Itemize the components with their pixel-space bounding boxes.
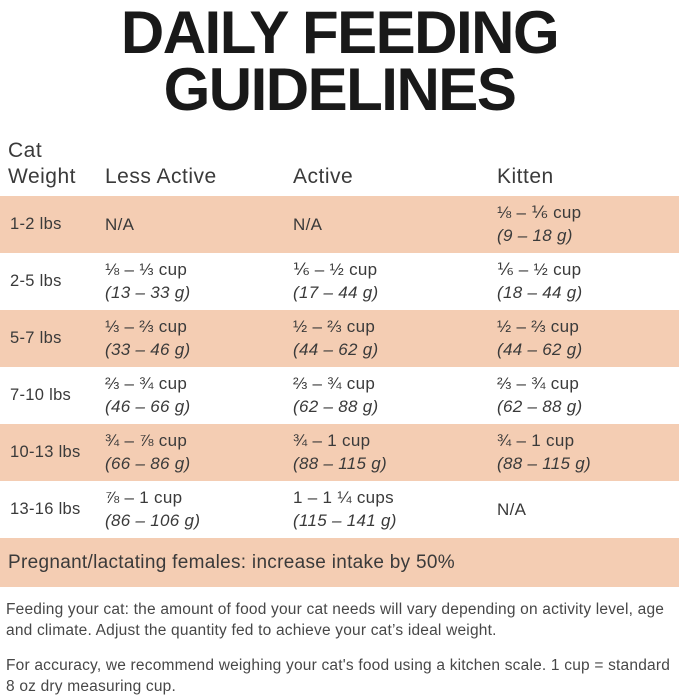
table-row: 1-2 lbs N/A N/A ⅛ – ⅙ cup (9 – 18 g)	[0, 196, 679, 253]
active-cell: ¾ – 1 cup (88 – 115 g)	[285, 424, 489, 481]
column-header-kitten: Kitten	[497, 165, 554, 188]
amount-text: ⅓ – ⅔ cup	[105, 317, 188, 336]
grams-text: (44 – 62 g)	[293, 340, 379, 359]
amount-text: ⅞ – 1 cup	[105, 488, 183, 507]
column-header-less-active: Less Active	[105, 165, 217, 188]
kitten-cell: ⅙ – ½ cup (18 – 44 g)	[489, 253, 679, 310]
kitten-cell: ⅔ – ¾ cup (62 – 88 g)	[489, 367, 679, 424]
kitten-cell: N/A	[489, 481, 679, 538]
page-title-line1: DAILY FEEDING	[120, 0, 560, 66]
grams-text: (115 – 141 g)	[293, 511, 397, 530]
feeding-guidelines-table: Cat Weight Less Active Active Kitten 1-2…	[0, 138, 679, 538]
footnote-accuracy: For accuracy, we recommend weighing your…	[6, 657, 671, 695]
page-title: DAILY FEEDING GUIDELINES	[0, 0, 679, 123]
kitten-cell: ½ – ⅔ cup (44 – 62 g)	[489, 310, 679, 367]
weight-cell: 13-16 lbs	[10, 499, 81, 518]
amount-text: 1 – 1 ¼ cups	[293, 488, 394, 507]
weight-cell: 5-7 lbs	[10, 328, 62, 347]
less-active-cell: ⅔ – ¾ cup (46 – 66 g)	[97, 367, 285, 424]
less-active-cell: ⅞ – 1 cup (86 – 106 g)	[97, 481, 285, 538]
amount-text: ⅔ – ¾ cup	[293, 374, 376, 393]
grams-text: (9 – 18 g)	[497, 226, 573, 245]
table-row: 10-13 lbs ¾ – ⅞ cup (66 – 86 g) ¾ – 1 cu…	[0, 424, 679, 481]
amount-text: ½ – ⅔ cup	[293, 317, 376, 336]
weight-cell: 1-2 lbs	[10, 214, 62, 233]
weight-cell: 2-5 lbs	[10, 271, 62, 290]
grams-text: (17 – 44 g)	[293, 283, 379, 302]
grams-text: (62 – 88 g)	[293, 397, 379, 416]
amount-text: ½ – ⅔ cup	[497, 317, 580, 336]
kitten-cell: ⅛ – ⅙ cup (9 – 18 g)	[489, 196, 679, 253]
less-active-cell: ⅛ – ⅓ cup (13 – 33 g)	[97, 253, 285, 310]
table-row: 2-5 lbs ⅛ – ⅓ cup (13 – 33 g) ⅙ – ½ cup …	[0, 253, 679, 310]
table-row: 13-16 lbs ⅞ – 1 cup (86 – 106 g) 1 – 1 ¼…	[0, 481, 679, 538]
amount-text: N/A	[105, 214, 135, 234]
active-cell: ⅔ – ¾ cup (62 – 88 g)	[285, 367, 489, 424]
grams-text: (33 – 46 g)	[105, 340, 191, 359]
column-header-active: Active	[293, 165, 354, 188]
weight-cell: 7-10 lbs	[10, 385, 72, 404]
less-active-cell: ¾ – ⅞ cup (66 – 86 g)	[97, 424, 285, 481]
amount-text: ¾ – 1 cup	[293, 431, 371, 450]
table-header-row: Cat Weight Less Active Active Kitten	[0, 138, 679, 196]
grams-text: (66 – 86 g)	[105, 454, 191, 473]
column-header-cat-weight: Cat Weight	[0, 138, 97, 196]
amount-text: ⅔ – ¾ cup	[497, 374, 580, 393]
amount-text: ⅔ – ¾ cup	[105, 374, 188, 393]
active-cell: ½ – ⅔ cup (44 – 62 g)	[285, 310, 489, 367]
page-title-line2: GUIDELINES	[163, 56, 517, 123]
active-cell: ⅙ – ½ cup (17 – 44 g)	[285, 253, 489, 310]
table-row: 7-10 lbs ⅔ – ¾ cup (46 – 66 g) ⅔ – ¾ cup…	[0, 367, 679, 424]
amount-text: ⅙ – ½ cup	[497, 260, 582, 279]
grams-text: (13 – 33 g)	[105, 283, 191, 302]
grams-text: (44 – 62 g)	[497, 340, 583, 359]
pregnant-lactating-note: Pregnant/lactating females: increase int…	[0, 538, 679, 587]
amount-text: ⅙ – ½ cup	[293, 260, 378, 279]
grams-text: (18 – 44 g)	[497, 283, 583, 302]
active-cell: N/A	[285, 196, 489, 253]
kitten-cell: ¾ – 1 cup (88 – 115 g)	[489, 424, 679, 481]
amount-text: ⅛ – ⅓ cup	[105, 260, 188, 279]
column-header-cat-weight-line2: Weight	[8, 165, 76, 188]
less-active-cell: N/A	[97, 196, 285, 253]
less-active-cell: ⅓ – ⅔ cup (33 – 46 g)	[97, 310, 285, 367]
active-cell: 1 – 1 ¼ cups (115 – 141 g)	[285, 481, 489, 538]
amount-text: ⅛ – ⅙ cup	[497, 203, 582, 222]
amount-text: N/A	[293, 214, 323, 234]
grams-text: (88 – 115 g)	[497, 454, 592, 473]
column-header-cat-weight-line1: Cat	[8, 139, 43, 162]
amount-text: N/A	[497, 499, 527, 519]
grams-text: (46 – 66 g)	[105, 397, 191, 416]
grams-text: (88 – 115 g)	[293, 454, 388, 473]
footnote-feeding: Feeding your cat: the amount of food you…	[6, 601, 665, 639]
amount-text: ¾ – 1 cup	[497, 431, 575, 450]
amount-text: ¾ – ⅞ cup	[105, 431, 188, 450]
footnotes: Feeding your cat: the amount of food you…	[0, 600, 679, 697]
weight-cell: 10-13 lbs	[10, 442, 81, 461]
grams-text: (86 – 106 g)	[105, 511, 201, 530]
grams-text: (62 – 88 g)	[497, 397, 583, 416]
table-row: 5-7 lbs ⅓ – ⅔ cup (33 – 46 g) ½ – ⅔ cup …	[0, 310, 679, 367]
